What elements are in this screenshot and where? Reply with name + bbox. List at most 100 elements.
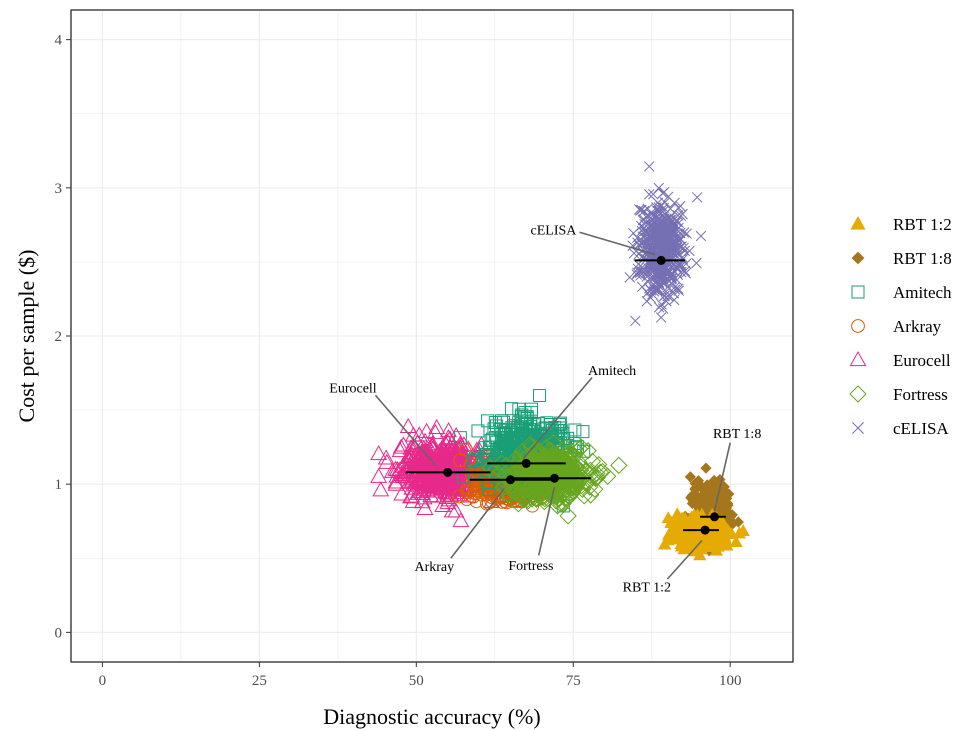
data-point xyxy=(494,479,512,497)
data-point xyxy=(544,487,563,505)
data-point xyxy=(525,402,539,416)
data-point xyxy=(643,189,655,200)
data-point xyxy=(647,289,658,300)
legend-label: Eurocell xyxy=(893,351,951,370)
data-point xyxy=(417,452,435,468)
data-point xyxy=(702,486,714,499)
data-point xyxy=(676,523,691,535)
data-point xyxy=(561,451,579,469)
mean-point xyxy=(700,525,710,535)
data-point xyxy=(651,285,663,297)
data-point xyxy=(527,490,546,508)
data-point xyxy=(378,453,396,469)
data-point xyxy=(434,474,451,490)
legend-key-amitech xyxy=(851,285,865,299)
data-point xyxy=(695,230,707,242)
data-point xyxy=(656,222,668,234)
data-point xyxy=(680,267,691,279)
data-point xyxy=(558,489,576,507)
data-point xyxy=(691,192,703,203)
data-point xyxy=(636,281,648,293)
data-point xyxy=(447,426,465,443)
annotation-label: RBT 1:8 xyxy=(713,427,761,442)
data-point xyxy=(509,480,527,498)
data-point xyxy=(588,468,606,487)
annotation-leader xyxy=(666,539,703,580)
data-point xyxy=(537,439,556,457)
data-point xyxy=(664,212,675,223)
data-point xyxy=(691,257,702,269)
data-point xyxy=(668,218,680,230)
legend-key-fortress xyxy=(849,385,867,403)
data-point xyxy=(674,261,686,273)
data-point xyxy=(674,537,688,549)
data-point xyxy=(647,189,659,200)
data-point xyxy=(370,445,388,461)
data-point xyxy=(541,441,559,459)
data-point xyxy=(559,507,577,525)
data-point xyxy=(669,284,681,295)
data-point xyxy=(665,237,677,248)
data-point xyxy=(396,453,414,469)
data-point xyxy=(718,491,730,503)
data-point xyxy=(644,282,655,294)
data-point xyxy=(581,486,600,504)
data-point xyxy=(579,442,597,460)
legend-label: Arkray xyxy=(893,317,942,336)
legend-label: Amitech xyxy=(893,283,952,302)
data-point xyxy=(662,528,676,540)
data-point xyxy=(668,288,679,299)
data-point xyxy=(494,440,508,454)
data-point xyxy=(689,483,701,495)
y-tick-label: 4 xyxy=(55,33,63,49)
data-point xyxy=(558,469,576,487)
legend-label: RBT 1:2 xyxy=(893,215,952,234)
data-point xyxy=(416,432,434,448)
annotation-leader xyxy=(713,442,731,512)
x-tick-label: 0 xyxy=(99,673,107,689)
annotation-leader xyxy=(537,486,556,556)
legend-label: cELISA xyxy=(893,419,949,438)
data-point xyxy=(435,487,453,503)
data-point xyxy=(387,475,405,491)
x-tick-label: 50 xyxy=(409,673,424,689)
data-point xyxy=(673,285,684,296)
annotation-leader xyxy=(374,394,436,466)
data-point xyxy=(400,473,418,489)
mean-point xyxy=(505,475,515,485)
data-point xyxy=(426,478,444,494)
data-point xyxy=(377,449,395,465)
data-point xyxy=(652,242,663,254)
data-point xyxy=(471,424,485,438)
data-point xyxy=(372,481,390,497)
data-point xyxy=(635,237,647,249)
data-point xyxy=(634,267,646,278)
data-point xyxy=(548,483,566,502)
data-point xyxy=(656,299,667,310)
data-point xyxy=(576,425,590,439)
annotation-label: Arkray xyxy=(414,560,454,575)
data-point xyxy=(696,492,708,505)
data-point xyxy=(682,534,697,546)
data-point xyxy=(658,537,672,550)
annotation-leader xyxy=(450,488,505,559)
axes: 0 25 50 75 100 0 1 2 3 4 xyxy=(55,33,742,689)
data-point xyxy=(402,439,420,455)
data-point xyxy=(395,436,412,452)
data-point xyxy=(593,462,612,481)
data-point xyxy=(456,470,470,484)
data-point xyxy=(656,271,668,283)
data-point xyxy=(481,458,499,477)
data-point xyxy=(714,505,726,517)
data-point xyxy=(413,493,431,509)
data-point xyxy=(651,202,662,213)
data-point xyxy=(732,516,744,528)
data-point xyxy=(648,234,660,246)
data-point xyxy=(453,443,471,459)
data-point xyxy=(666,274,677,285)
data-point xyxy=(586,480,604,498)
data-point xyxy=(635,270,646,281)
data-point xyxy=(492,454,511,472)
data-point xyxy=(630,315,641,327)
data-point xyxy=(370,467,388,483)
